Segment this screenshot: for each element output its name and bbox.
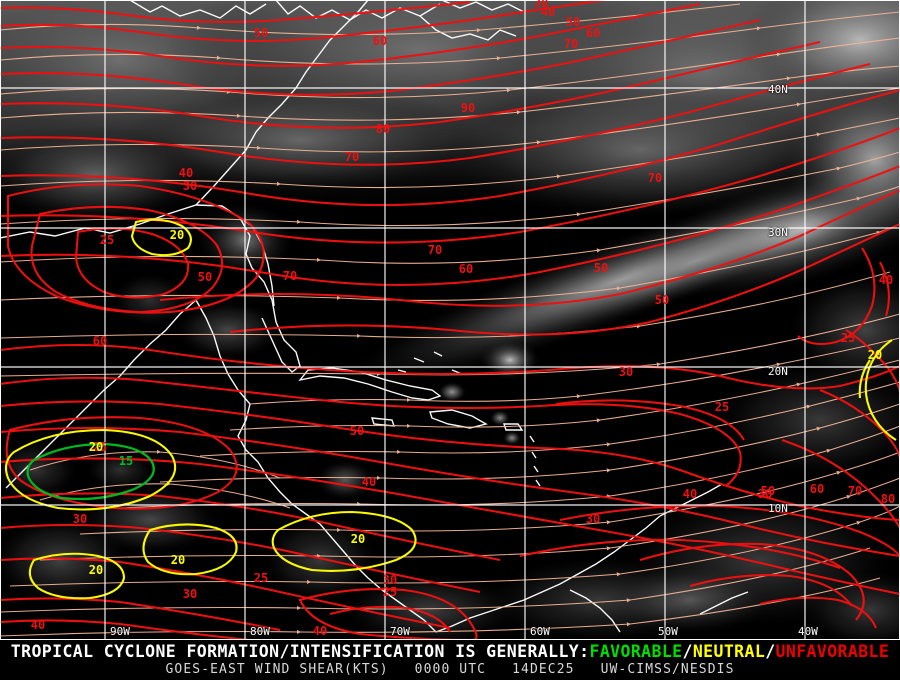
contour-label: 40 bbox=[540, 5, 556, 19]
contour-label: 25 bbox=[92, 440, 108, 454]
contour-label: 40 bbox=[30, 618, 46, 632]
contour-label: 70 bbox=[282, 269, 298, 283]
contour-label: 50 bbox=[349, 424, 365, 438]
longitude-label: 40W bbox=[798, 625, 818, 638]
contour-label: 60 bbox=[458, 262, 474, 276]
contour-label: 60 bbox=[809, 482, 825, 496]
product-source: UW-CIMSS/NESDIS bbox=[600, 662, 735, 677]
contour-label: 40 bbox=[178, 166, 194, 180]
contour-label: 20 bbox=[170, 553, 186, 567]
latitude-label: 10N bbox=[768, 502, 788, 515]
contour-label: 15 bbox=[118, 454, 134, 468]
contour-label: 70 bbox=[563, 37, 579, 51]
contour-label: 50 bbox=[593, 261, 609, 275]
contour-label: 30 bbox=[618, 365, 634, 379]
contour-label: 60 bbox=[92, 334, 108, 348]
contour-label: 20 bbox=[88, 440, 104, 454]
caption-bar: TROPICAL CYCLONE FORMATION/INTENSIFICATI… bbox=[0, 640, 900, 680]
contour-label: 70 bbox=[847, 484, 863, 498]
favorable-label: FAVORABLE bbox=[589, 642, 683, 661]
contour-label: 25 bbox=[382, 585, 398, 599]
latitude-label: 30N bbox=[768, 226, 788, 239]
satellite-imagery-panel bbox=[0, 0, 900, 640]
favorability-legend: TROPICAL CYCLONE FORMATION/INTENSIFICATI… bbox=[0, 642, 900, 661]
contour-label: 30 bbox=[382, 573, 398, 587]
shear-contours-green bbox=[26, 442, 155, 501]
contour-label: 30 bbox=[585, 512, 601, 526]
contour-label: 80 bbox=[880, 492, 896, 506]
contour-label: 20 bbox=[867, 348, 883, 362]
contour-label: 25 bbox=[840, 331, 856, 345]
contour-label: 70 bbox=[427, 243, 443, 257]
longitude-label: 90W bbox=[110, 625, 130, 638]
contour-label: 50 bbox=[760, 484, 776, 498]
contour-label: 20 bbox=[88, 563, 104, 577]
contour-label: 50 bbox=[654, 293, 670, 307]
contour-label: 50 bbox=[565, 15, 581, 29]
longitude-label: 80W bbox=[250, 625, 270, 638]
contour-label: 40 bbox=[361, 475, 377, 489]
contour-label: 80 bbox=[375, 122, 391, 136]
longitude-label: 70W bbox=[390, 625, 410, 638]
map-graticule bbox=[0, 0, 900, 640]
product-metadata-line: GOES-EAST WIND SHEAR(KTS) 0000 UTC 14DEC25… bbox=[0, 662, 900, 677]
contour-label: 20 bbox=[169, 228, 185, 242]
latitude-label: 40N bbox=[768, 83, 788, 96]
contour-label: 30 bbox=[72, 512, 88, 526]
shear-contours-red bbox=[0, 0, 900, 640]
contour-label: 60 bbox=[372, 34, 388, 48]
product-date: 14DEC25 bbox=[512, 662, 575, 677]
legend-separator-1: / bbox=[682, 642, 693, 661]
contour-label: 90 bbox=[460, 101, 476, 115]
contour-label: 40 bbox=[878, 273, 894, 287]
longitude-label: 50W bbox=[658, 625, 678, 638]
contour-label: 50 bbox=[253, 26, 269, 40]
latitude-label: 20N bbox=[768, 365, 788, 378]
legend-separator-2: / bbox=[765, 642, 776, 661]
contour-label: 30 bbox=[757, 487, 773, 501]
contour-label: 30 bbox=[533, 0, 549, 10]
contour-label: 25 bbox=[714, 400, 730, 414]
contour-label: 20 bbox=[350, 532, 366, 546]
contour-label: 30 bbox=[182, 179, 198, 193]
contour-label: 70 bbox=[647, 171, 663, 185]
product-title: GOES-EAST WIND SHEAR(KTS) bbox=[165, 662, 389, 677]
unfavorable-label: UNFAVORABLE bbox=[775, 642, 890, 661]
contour-label: 40 bbox=[312, 624, 328, 638]
contour-label: 60 bbox=[585, 26, 601, 40]
neutral-label: NEUTRAL bbox=[692, 642, 766, 661]
longitude-label: 60W bbox=[530, 625, 550, 638]
contour-label: 50 bbox=[197, 270, 213, 284]
contour-label: 25 bbox=[99, 233, 115, 247]
contour-label: 70 bbox=[344, 150, 360, 164]
contour-label: 40 bbox=[682, 487, 698, 501]
upper-level-streamlines bbox=[0, 3, 900, 637]
contour-label: 25 bbox=[253, 571, 269, 585]
product-time: 0000 UTC bbox=[414, 662, 487, 677]
favorability-prefix: TROPICAL CYCLONE FORMATION/INTENSIFICATI… bbox=[10, 642, 590, 661]
contour-label: 30 bbox=[182, 587, 198, 601]
shear-contours-yellow bbox=[4, 218, 897, 600]
